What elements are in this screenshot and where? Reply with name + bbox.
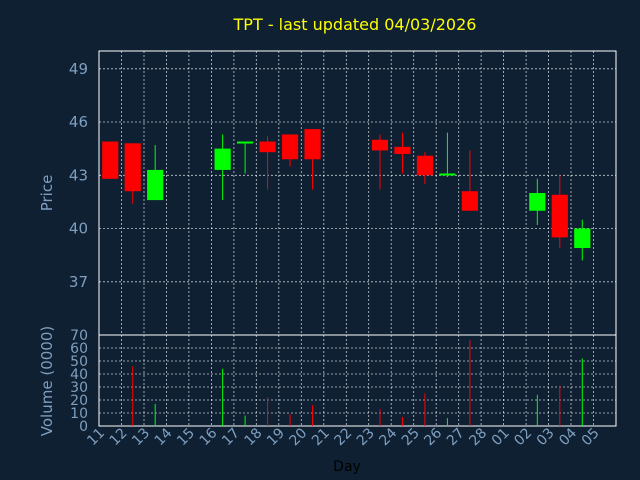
x-tick-label: 03 bbox=[534, 425, 558, 449]
candle-body bbox=[281, 134, 299, 160]
x-tick-label: 14 bbox=[152, 425, 176, 449]
candle bbox=[461, 150, 478, 211]
volume-plot-frame bbox=[98, 334, 617, 427]
candles bbox=[102, 129, 591, 261]
candle bbox=[259, 136, 276, 190]
x-tick-label: 27 bbox=[444, 425, 468, 449]
x-tick-label: 15 bbox=[174, 425, 198, 449]
candle-body bbox=[102, 141, 119, 179]
candle bbox=[439, 132, 456, 178]
x-tick-label: 24 bbox=[376, 425, 400, 449]
volume-axis-title: Volume (0000) bbox=[38, 326, 56, 436]
candle-body bbox=[237, 141, 254, 144]
chart-title: TPT - last updated 04/03/2026 bbox=[233, 15, 477, 34]
candle bbox=[551, 175, 568, 249]
candle bbox=[529, 178, 546, 225]
candle-body bbox=[304, 129, 321, 160]
x-tick-label: 13 bbox=[129, 425, 153, 449]
volume-y-tick-label: 0 bbox=[79, 419, 88, 435]
x-axis-title: Day bbox=[333, 459, 361, 475]
volume-y-tick-label: 50 bbox=[70, 354, 88, 370]
x-tick-label: 22 bbox=[331, 425, 355, 449]
candle bbox=[124, 143, 141, 204]
volume-grid bbox=[98, 335, 616, 426]
volume-bars bbox=[132, 340, 583, 426]
candle bbox=[147, 145, 164, 201]
x-tick-label: 23 bbox=[354, 425, 378, 449]
x-ticks: 1112131415161718192021222324252627280102… bbox=[84, 425, 602, 449]
candle-body bbox=[439, 173, 456, 176]
candle-body bbox=[124, 143, 141, 192]
candle bbox=[102, 141, 119, 179]
price-y-tick-label: 49 bbox=[69, 60, 88, 78]
volume-y-tick-label: 30 bbox=[70, 380, 88, 396]
candle bbox=[237, 141, 254, 174]
candle-body bbox=[147, 169, 164, 201]
volume-y-tick-label: 10 bbox=[70, 406, 88, 422]
volume-y-tick-label: 40 bbox=[70, 367, 88, 383]
price-y-tick-label: 43 bbox=[69, 166, 88, 184]
volume-y-tick-label: 70 bbox=[70, 328, 88, 344]
x-tick-label: 19 bbox=[264, 425, 288, 449]
candle bbox=[394, 132, 411, 174]
price-grid bbox=[98, 51, 616, 335]
x-tick-label: 05 bbox=[579, 425, 603, 449]
candle-body bbox=[259, 141, 276, 153]
x-tick-label: 21 bbox=[309, 425, 333, 449]
x-tick-label: 20 bbox=[287, 425, 311, 449]
candle bbox=[371, 134, 389, 190]
x-tick-label: 28 bbox=[466, 425, 490, 449]
x-tick-label: 04 bbox=[556, 425, 580, 449]
candle-body bbox=[529, 193, 546, 211]
candle-body bbox=[574, 228, 591, 249]
candle-body bbox=[214, 148, 231, 170]
candle bbox=[574, 219, 591, 261]
x-tick-label: 01 bbox=[489, 425, 513, 449]
volume-y-tick-label: 20 bbox=[70, 393, 88, 409]
candle-body bbox=[551, 194, 568, 238]
candle bbox=[304, 129, 321, 190]
candle bbox=[281, 134, 299, 167]
x-tick-label: 18 bbox=[242, 425, 266, 449]
volume-y-tick-label: 60 bbox=[70, 341, 88, 357]
x-tick-label: 12 bbox=[107, 425, 131, 449]
price-y-tick-label: 40 bbox=[69, 220, 88, 238]
candle-body bbox=[394, 146, 411, 154]
price-y-tick-label: 37 bbox=[69, 273, 88, 291]
candle-body bbox=[461, 191, 478, 211]
candle-body bbox=[371, 139, 389, 151]
price-y-tick-label: 46 bbox=[69, 113, 88, 131]
price-y-ticks: 37 40 43 46 49 bbox=[69, 60, 88, 291]
candle-body bbox=[416, 155, 434, 176]
x-tick-label: 16 bbox=[197, 425, 221, 449]
x-tick-label: 02 bbox=[511, 425, 535, 449]
candle bbox=[214, 134, 231, 201]
x-tick-label: 26 bbox=[421, 425, 445, 449]
x-tick-label: 17 bbox=[219, 425, 243, 449]
price-axis-title: Price bbox=[38, 175, 56, 212]
x-tick-label: 25 bbox=[399, 425, 423, 449]
candle bbox=[416, 152, 434, 185]
